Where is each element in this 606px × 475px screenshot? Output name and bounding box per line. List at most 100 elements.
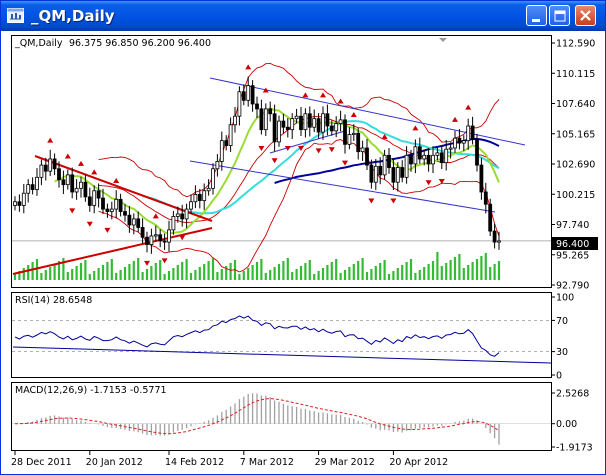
- axes: 112.590 110.115 107.640 105.165 102.690 100.2…: [11, 39, 595, 469]
- price-axis-label: 95.265: [556, 250, 589, 261]
- candle: [263, 108, 268, 131]
- candle: [387, 154, 391, 168]
- candle: [171, 216, 176, 231]
- fractal-down-marker: [315, 148, 322, 154]
- macd-panel[interactable]: [11, 382, 552, 451]
- candle: [409, 154, 413, 165]
- macd-plot: [12, 393, 551, 445]
- rsi-plot: [12, 315, 552, 364]
- candle: [158, 234, 163, 242]
- candle: [21, 192, 26, 206]
- candle: [193, 194, 198, 203]
- rsi-axis-label: 30: [556, 347, 568, 358]
- candle: [13, 201, 17, 206]
- chart-shift-marker[interactable]: [439, 38, 447, 42]
- candle: [312, 118, 317, 128]
- rsi-axis-label: 100: [556, 293, 574, 304]
- chart-area[interactable]: 112.590 110.115 107.640 105.165 102.690 100.2…: [5, 31, 603, 472]
- candle: [422, 154, 427, 160]
- rsi-panel-label: RSI(14) 28.6548: [15, 295, 92, 306]
- candle: [189, 201, 193, 210]
- candle: [83, 181, 88, 198]
- candle: [483, 191, 488, 205]
- candle: [136, 218, 141, 228]
- candle: [79, 181, 83, 189]
- candle: [241, 91, 246, 101]
- close-button[interactable]: [575, 5, 596, 26]
- fractal-up-marker: [381, 133, 388, 139]
- candle: [215, 161, 220, 170]
- fractal-down-marker: [258, 145, 265, 151]
- candle: [180, 213, 185, 220]
- rsi-line: [14, 315, 500, 357]
- fractal-up-marker: [64, 153, 71, 159]
- candle: [39, 164, 44, 178]
- fractal-down-marker: [342, 160, 348, 166]
- candle: [285, 126, 290, 131]
- close-icon: [580, 10, 591, 21]
- title-bar[interactable]: _QM,Daily: [1, 1, 605, 31]
- candle: [74, 187, 79, 193]
- macd-signal-line: [15, 398, 500, 435]
- candle: [457, 137, 462, 144]
- trend-line-red: [12, 227, 213, 275]
- candle: [431, 154, 435, 165]
- fractal-up-marker: [412, 125, 419, 131]
- fractal-down-marker: [144, 260, 150, 266]
- candle: [338, 119, 343, 124]
- price-axis-label: 102.690: [556, 160, 595, 171]
- price-axis-label: 97.740: [556, 220, 589, 231]
- price-panel[interactable]: [11, 35, 552, 288]
- candle: [65, 174, 70, 186]
- candle: [206, 187, 211, 192]
- candle: [250, 85, 255, 105]
- fractal-down-marker: [438, 178, 445, 184]
- minimize-button[interactable]: [526, 5, 547, 26]
- fractal-down-marker: [161, 258, 168, 264]
- price-axis-label: 92.790: [556, 281, 589, 292]
- macd-panel-label: MACD(12,26,9) -1.7153 -0.5771: [15, 385, 167, 396]
- candle: [17, 201, 22, 206]
- moving-average-slow: [274, 137, 500, 184]
- fractal-down-marker: [86, 221, 93, 227]
- candle: [96, 190, 101, 199]
- candle: [426, 154, 431, 165]
- price-axis-label: 105.165: [556, 129, 595, 140]
- maximize-button[interactable]: [549, 5, 570, 26]
- window-title: _QM,Daily: [31, 7, 115, 25]
- fractal-up-marker: [302, 92, 309, 98]
- candle: [404, 154, 409, 178]
- price-panel-ohlc: 96.375 96.850 96.200 96.400: [69, 38, 211, 49]
- price-axis-label: 112.590: [556, 39, 595, 50]
- candle: [175, 213, 180, 217]
- candle: [329, 125, 334, 132]
- fractal-down-marker: [271, 158, 278, 164]
- candle: [48, 158, 53, 172]
- candle: [382, 154, 387, 176]
- fractal-up-marker: [262, 87, 269, 93]
- candle: [43, 164, 48, 172]
- bollinger-upper: [98, 62, 500, 198]
- candle: [479, 164, 484, 193]
- candle: [123, 211, 127, 216]
- fractal-up-marker: [465, 104, 472, 110]
- fractal-up-marker: [320, 92, 326, 98]
- price-panel-symbol: _QM,Daily: [14, 38, 63, 49]
- rsi-panel[interactable]: [11, 292, 552, 378]
- candle: [356, 132, 361, 153]
- candle: [131, 218, 136, 226]
- fractal-up-marker: [78, 160, 84, 166]
- candle: [70, 174, 75, 193]
- current-price-badge: 96.400: [552, 237, 598, 250]
- candle: [197, 194, 202, 201]
- fractal-down-marker: [390, 198, 397, 204]
- candle: [118, 198, 123, 212]
- candle: [140, 227, 145, 238]
- candle: [466, 125, 471, 142]
- fractal-up-marker: [152, 213, 159, 219]
- candle: [316, 118, 321, 133]
- candle: [105, 208, 110, 212]
- chart-canvas[interactable]: 112.590 110.115 107.640 105.165 102.690 100.2…: [5, 31, 603, 472]
- candle: [246, 85, 251, 101]
